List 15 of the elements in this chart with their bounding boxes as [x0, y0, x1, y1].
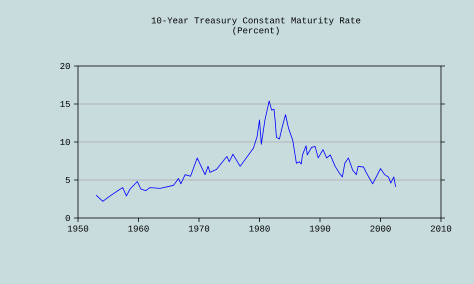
- y-tick-label: 15: [60, 101, 70, 107]
- x-tick-label: 1990: [310, 226, 330, 232]
- x-tick-label: 2000: [370, 226, 391, 232]
- y-tick-label: 10: [60, 138, 70, 146]
- x-tick-label: 2010: [430, 226, 452, 232]
- x-tick-label: 1980: [249, 226, 270, 232]
- x-tick-label: 1950: [68, 226, 88, 232]
- chart-title: 10-Year Treasury Constant Maturity Rate: [152, 16, 360, 26]
- y-tick-label: 5: [66, 177, 70, 183]
- x-tick-label: 1970: [188, 226, 210, 232]
- y-tick-label: 20: [60, 62, 70, 70]
- line-series: [96, 100, 396, 202]
- x-tick-label: 1960: [128, 226, 149, 232]
- chart-subtitle: (Percent): [233, 26, 279, 36]
- y-tick-label: 0: [66, 214, 70, 222]
